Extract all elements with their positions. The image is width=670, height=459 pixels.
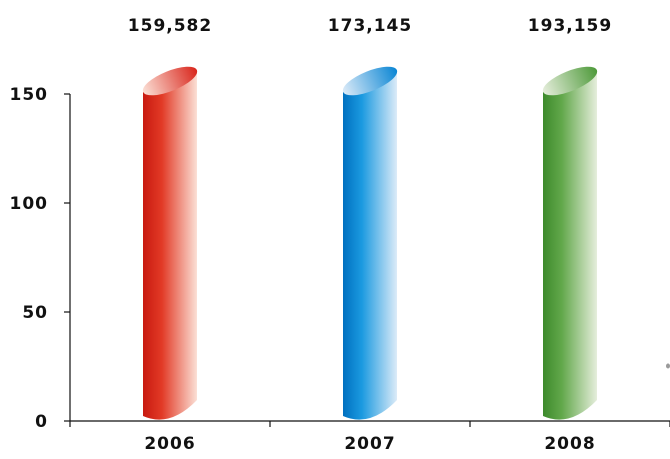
bar-top-2008 [542, 66, 598, 96]
bar-top-2007 [342, 66, 398, 96]
data-labels: 159,582 173,145 193,159 [128, 16, 612, 36]
x-ticks: 2006 2007 2008 [69, 421, 670, 454]
bars [142, 66, 598, 420]
data-label-2008: 193,159 [528, 16, 612, 36]
y-tick-label: 50 [22, 303, 48, 323]
y-ticks: 0 50 100 150 [10, 85, 70, 432]
data-label-2006: 159,582 [128, 16, 212, 36]
y-tick-label: 100 [10, 194, 49, 214]
bar-2008 [543, 70, 597, 420]
bar-2006 [143, 70, 197, 420]
x-tick-label: 2006 [144, 434, 195, 454]
axes [69, 94, 670, 422]
x-tick-label: 2007 [344, 434, 395, 454]
y-tick-label: 0 [35, 412, 48, 432]
bar-top-2006 [142, 66, 198, 96]
x-tick-label: 2008 [544, 434, 595, 454]
y-tick-label: 150 [10, 85, 49, 105]
data-label-2007: 173,145 [328, 16, 412, 36]
bar-2007 [343, 70, 397, 420]
decorative-dot [666, 363, 670, 369]
